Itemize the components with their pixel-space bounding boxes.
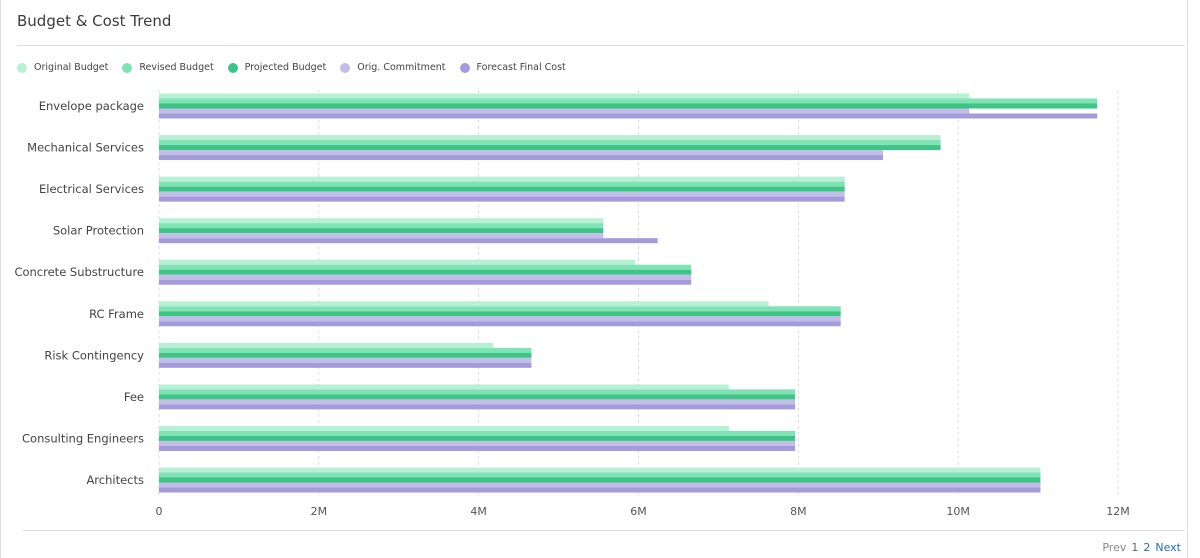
- y-category-label: Risk Contingency: [44, 348, 144, 362]
- bar-original-budget: [159, 384, 729, 390]
- bar-revised-budget: [159, 347, 532, 353]
- bar-revised-budget: [159, 306, 841, 312]
- page-2-link[interactable]: 2: [1143, 541, 1151, 554]
- bar-original-budget: [159, 135, 941, 141]
- legend-dot-icon: [227, 62, 238, 73]
- bar-forecast-final-cost: [159, 362, 532, 368]
- y-category-label: RC Frame: [89, 307, 144, 321]
- y-category-label: Consulting Engineers: [22, 431, 144, 445]
- legend-label: Original Budget: [34, 62, 109, 73]
- bar-projected-budget: [159, 435, 796, 441]
- next-page-link[interactable]: Next: [1155, 541, 1181, 554]
- legend-dot-icon: [459, 62, 470, 73]
- prev-page-link[interactable]: Prev: [1102, 541, 1127, 554]
- bar-projected-budget: [159, 311, 841, 317]
- bar-orig-commitment: [159, 399, 796, 405]
- x-tick-label: 10M: [946, 505, 970, 518]
- bar-orig-commitment: [159, 482, 1041, 488]
- legend-label: Orig. Commitment: [357, 62, 446, 73]
- y-category-label: Electrical Services: [39, 182, 144, 196]
- bar-orig-commitment: [159, 274, 692, 280]
- bar-revised-budget: [159, 140, 941, 146]
- x-tick-label: 6M: [630, 505, 647, 518]
- bar-original-budget: [159, 176, 845, 182]
- legend-item[interactable]: Revised Budget: [122, 62, 214, 73]
- bar-forecast-final-cost: [159, 445, 796, 451]
- bar-projected-budget: [159, 394, 796, 400]
- bar-forecast-final-cost: [159, 113, 1098, 119]
- bar-chart: 0 2M 4M 6M 8M 10M 12M Envelope package Mechanica…: [14, 90, 1130, 518]
- bar-revised-budget: [159, 264, 692, 270]
- pagination: Prev 1 2 Next: [1102, 541, 1181, 554]
- bar-orig-commitment: [159, 191, 845, 197]
- bar-orig-commitment: [159, 108, 970, 114]
- x-tick-label: 4M: [470, 505, 487, 518]
- bar-forecast-final-cost: [159, 487, 1041, 493]
- bar-projected-budget: [159, 145, 941, 151]
- bar-projected-budget: [159, 103, 1098, 109]
- bar-original-budget: [159, 93, 970, 99]
- card-title: Budget & Cost Trend: [17, 12, 172, 30]
- bar-orig-commitment: [159, 150, 884, 156]
- bar-revised-budget: [159, 181, 845, 187]
- legend-dot-icon: [17, 62, 27, 73]
- legend-dot-icon: [340, 62, 351, 73]
- bar-revised-budget: [159, 98, 1098, 104]
- chart-legend: Original Budget Revised Budget Projected B…: [17, 62, 566, 73]
- bar-projected-budget: [159, 186, 845, 192]
- legend-item[interactable]: Orig. Commitment: [340, 62, 446, 73]
- legend-label: Revised Budget: [139, 62, 214, 73]
- bar-projected-budget: [159, 269, 692, 275]
- bar-original-budget: [159, 342, 494, 348]
- bar-orig-commitment: [159, 233, 604, 239]
- x-tick-label: 0: [156, 505, 163, 518]
- y-category-label: Solar Protection: [53, 224, 144, 238]
- bar-original-budget: [159, 259, 636, 265]
- x-tick-label: 12M: [1106, 505, 1130, 518]
- bar-forecast-final-cost: [159, 404, 796, 410]
- bar-original-budget: [159, 218, 604, 224]
- bar-forecast-final-cost: [159, 155, 884, 161]
- bar-orig-commitment: [159, 357, 532, 363]
- y-category-label: Fee: [124, 390, 144, 404]
- bar-original-budget: [159, 425, 729, 431]
- y-category-label: Envelope package: [39, 99, 144, 113]
- bar-orig-commitment: [159, 440, 796, 446]
- footer-divider: [23, 530, 1185, 531]
- y-category-label: Architects: [86, 473, 144, 487]
- bar-forecast-final-cost: [159, 279, 692, 285]
- bar-projected-budget: [159, 477, 1041, 483]
- x-tick-label: 8M: [790, 505, 807, 518]
- legend-item[interactable]: Forecast Final Cost: [459, 62, 566, 73]
- bar-original-budget: [159, 467, 1041, 473]
- legend-item[interactable]: Projected Budget: [227, 62, 327, 73]
- bar-projected-budget: [159, 352, 532, 358]
- bar-original-budget: [159, 301, 769, 307]
- bar-revised-budget: [159, 472, 1041, 478]
- legend-item[interactable]: Original Budget: [17, 62, 108, 73]
- bar-revised-budget: [159, 389, 796, 395]
- bar-forecast-final-cost: [159, 238, 658, 244]
- page-1-link[interactable]: 1: [1131, 541, 1139, 554]
- bar-revised-budget: [159, 430, 796, 436]
- bar-projected-budget: [159, 228, 604, 234]
- y-category-label: Concrete Substructure: [14, 265, 144, 279]
- bar-forecast-final-cost: [159, 196, 845, 202]
- y-category-label: Mechanical Services: [27, 141, 144, 155]
- legend-label: Projected Budget: [244, 62, 327, 73]
- bar-orig-commitment: [159, 316, 841, 322]
- bar-revised-budget: [159, 223, 604, 229]
- legend-dot-icon: [122, 62, 133, 73]
- x-tick-label: 2M: [311, 505, 328, 518]
- bar-forecast-final-cost: [159, 321, 841, 327]
- legend-label: Forecast Final Cost: [476, 62, 566, 73]
- header-divider: [17, 45, 1185, 46]
